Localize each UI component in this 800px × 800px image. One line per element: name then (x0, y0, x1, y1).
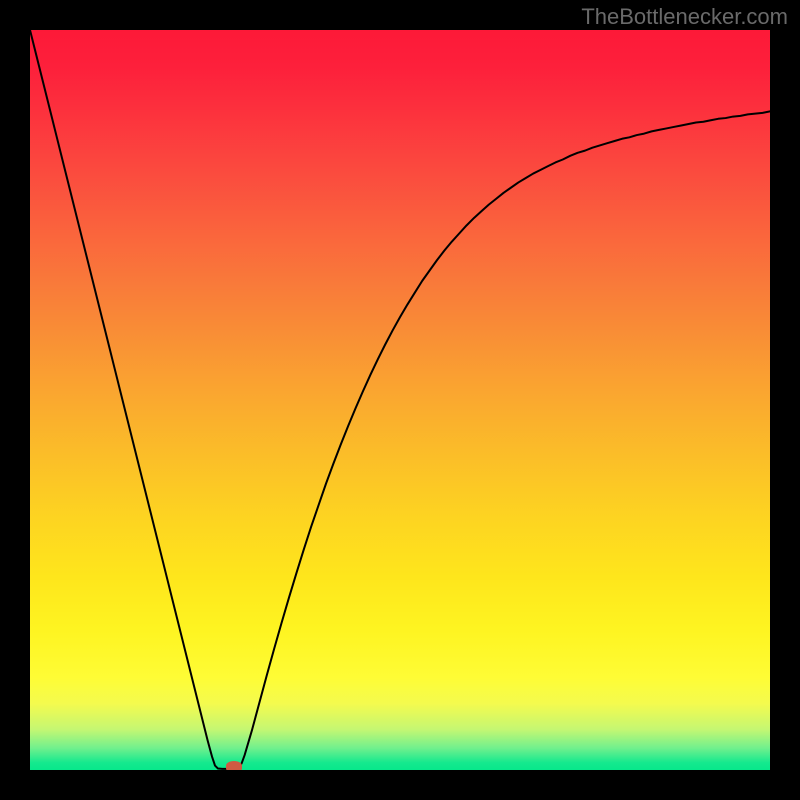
watermark-label: TheBottlenecker.com (581, 4, 788, 30)
chart-plot-area (30, 30, 770, 770)
minimum-marker (226, 761, 242, 770)
chart-background (30, 30, 770, 770)
chart-svg (30, 30, 770, 770)
